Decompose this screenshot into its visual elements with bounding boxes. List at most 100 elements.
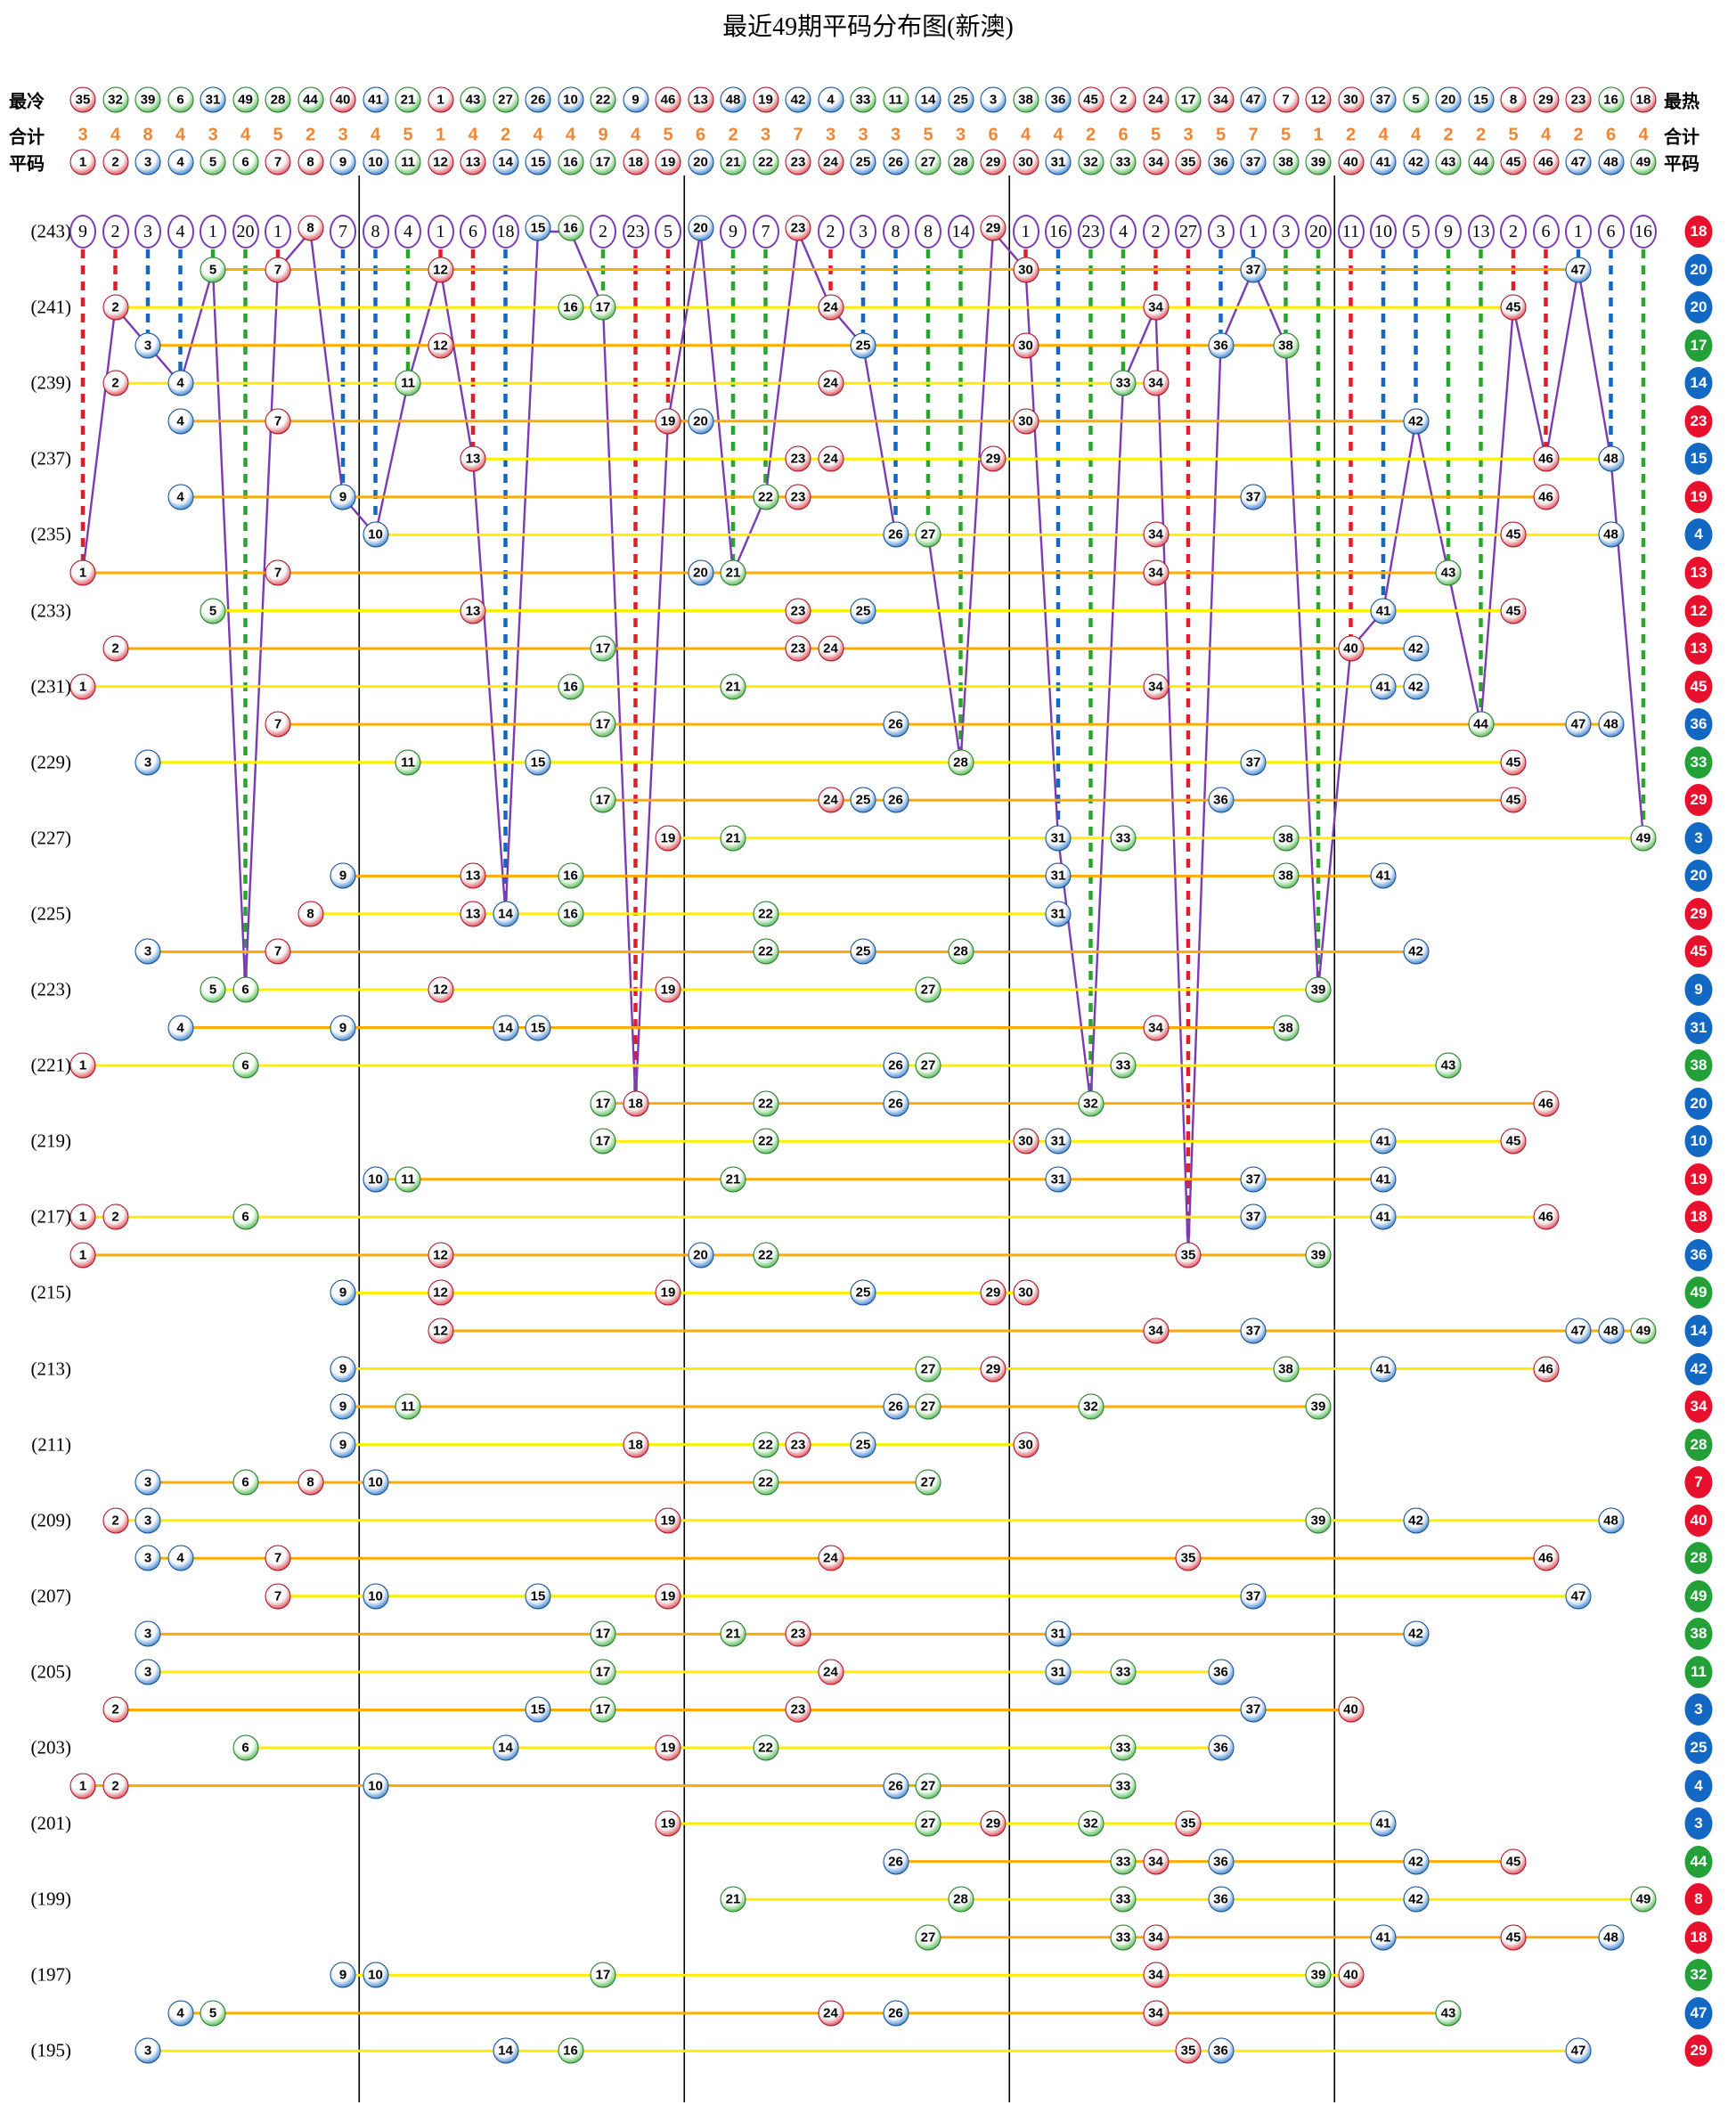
code-number-ball: 5 bbox=[200, 149, 226, 175]
draw-ball: 31 bbox=[1045, 1128, 1072, 1154]
total-value: 4 bbox=[1410, 125, 1422, 145]
total-value: 6 bbox=[988, 125, 998, 145]
draw-ball: 34 bbox=[1143, 1962, 1169, 1988]
draw-ball: 19 bbox=[655, 825, 681, 852]
draw-ball: 3 bbox=[134, 1620, 161, 1647]
total-value: 2 bbox=[1443, 125, 1454, 145]
draw-ball: 35 bbox=[1175, 2037, 1202, 2064]
draw-ball: 3 bbox=[134, 2037, 161, 2064]
special-ball: 36 bbox=[1684, 708, 1713, 741]
cold-order-ball: 10 bbox=[558, 86, 583, 113]
omission-circle: 7 bbox=[752, 215, 779, 249]
total-value: 4 bbox=[565, 125, 576, 145]
cold-order-ball: 5 bbox=[1403, 86, 1429, 113]
special-ball: 49 bbox=[1684, 1277, 1713, 1310]
latest-draw-ball: 16 bbox=[558, 215, 583, 241]
draw-ball: 4 bbox=[167, 484, 193, 510]
draw-ball: 36 bbox=[1208, 1886, 1234, 1913]
total-value: 5 bbox=[923, 125, 933, 145]
cold-order-ball: 23 bbox=[1565, 86, 1592, 113]
draw-ball: 38 bbox=[1273, 862, 1299, 889]
omission-circle: 7 bbox=[330, 215, 356, 249]
draw-ball: 36 bbox=[1208, 2037, 1234, 2064]
cold-order-ball: 48 bbox=[720, 86, 746, 113]
special-ball: 4 bbox=[1684, 518, 1713, 551]
draw-ball: 41 bbox=[1370, 1810, 1397, 1837]
code-number-ball: 10 bbox=[363, 149, 388, 175]
special-ball: 38 bbox=[1684, 1618, 1713, 1651]
draw-ball: 39 bbox=[1305, 1507, 1332, 1534]
draw-ball: 5 bbox=[200, 976, 226, 1003]
total-value: 3 bbox=[858, 125, 868, 145]
draw-ball: 24 bbox=[818, 635, 844, 662]
draw-ball: 42 bbox=[1403, 408, 1429, 435]
draw-ball: 19 bbox=[655, 1507, 681, 1534]
total-value: 4 bbox=[175, 125, 186, 145]
omission-circle: 1 bbox=[200, 215, 226, 249]
draw-ball: 28 bbox=[948, 749, 974, 776]
draw-ball: 3 bbox=[134, 1545, 161, 1571]
draw-ball: 22 bbox=[753, 484, 778, 510]
draw-ball: 25 bbox=[850, 1432, 876, 1458]
special-ball: 19 bbox=[1684, 1163, 1713, 1195]
code-number-ball: 15 bbox=[525, 149, 551, 175]
special-ball: 18 bbox=[1684, 216, 1713, 248]
draw-ball: 26 bbox=[883, 521, 909, 548]
draw-ball: 21 bbox=[720, 825, 746, 852]
total-value: 7 bbox=[793, 125, 803, 145]
period-label: (205) bbox=[30, 1660, 72, 1683]
special-ball: 32 bbox=[1684, 1959, 1713, 1992]
special-ball: 28 bbox=[1684, 1542, 1713, 1575]
draw-ball: 8 bbox=[297, 901, 323, 927]
draw-ball: 33 bbox=[1110, 825, 1137, 852]
special-ball: 19 bbox=[1684, 480, 1713, 513]
draw-ball: 19 bbox=[655, 1734, 681, 1761]
total-value: 5 bbox=[1280, 125, 1292, 145]
draw-ball: 34 bbox=[1143, 521, 1169, 548]
draw-ball: 19 bbox=[655, 1279, 681, 1306]
omission-circle: 5 bbox=[655, 215, 681, 249]
draw-ball: 23 bbox=[785, 1432, 811, 1458]
draw-ball: 3 bbox=[134, 1659, 161, 1685]
draw-ball: 12 bbox=[428, 976, 453, 1003]
special-ball: 3 bbox=[1684, 1807, 1713, 1840]
cold-order-ball: 46 bbox=[655, 86, 681, 113]
omission-circle: 2 bbox=[102, 215, 129, 249]
omission-circle: 4 bbox=[1110, 215, 1137, 249]
draw-ball: 46 bbox=[1533, 1203, 1559, 1230]
omission-circle: 6 bbox=[1597, 215, 1625, 249]
draw-ball: 11 bbox=[395, 370, 421, 396]
draw-ball: 33 bbox=[1110, 1659, 1137, 1685]
draw-ball: 35 bbox=[1175, 1810, 1202, 1837]
code-number-ball: 41 bbox=[1370, 149, 1397, 175]
draw-ball: 48 bbox=[1598, 521, 1624, 548]
draw-ball: 34 bbox=[1143, 370, 1169, 396]
cold-order-ball: 35 bbox=[69, 86, 96, 113]
omission-circle: 2 bbox=[590, 215, 616, 249]
draw-ball: 46 bbox=[1533, 445, 1559, 472]
draw-ball: 27 bbox=[915, 1393, 941, 1420]
draw-ball: 9 bbox=[330, 1393, 356, 1420]
draw-ball: 48 bbox=[1598, 445, 1624, 472]
draw-ball: 43 bbox=[1435, 2000, 1462, 2027]
latest-draw-ball: 20 bbox=[688, 215, 713, 241]
omission-circle: 27 bbox=[1175, 215, 1202, 249]
draw-ball: 33 bbox=[1110, 1924, 1137, 1951]
cold-order-ball: 20 bbox=[1435, 86, 1462, 113]
draw-ball: 31 bbox=[1045, 1659, 1072, 1685]
code-number-ball: 40 bbox=[1338, 149, 1364, 175]
draw-ball: 17 bbox=[590, 294, 616, 321]
draw-ball: 41 bbox=[1370, 1924, 1397, 1951]
draw-ball: 30 bbox=[1013, 332, 1039, 359]
period-label: (203) bbox=[30, 1736, 72, 1758]
draw-ball: 13 bbox=[460, 901, 486, 927]
draw-ball: 30 bbox=[1013, 1128, 1039, 1154]
total-value: 5 bbox=[1215, 125, 1227, 145]
period-label: (235) bbox=[30, 523, 72, 545]
cold-order-ball: 34 bbox=[1208, 86, 1234, 113]
draw-ball: 26 bbox=[883, 787, 909, 813]
draw-ball: 47 bbox=[1565, 1583, 1592, 1610]
draw-ball: 31 bbox=[1045, 1620, 1072, 1647]
draw-ball: 2 bbox=[102, 1203, 128, 1230]
